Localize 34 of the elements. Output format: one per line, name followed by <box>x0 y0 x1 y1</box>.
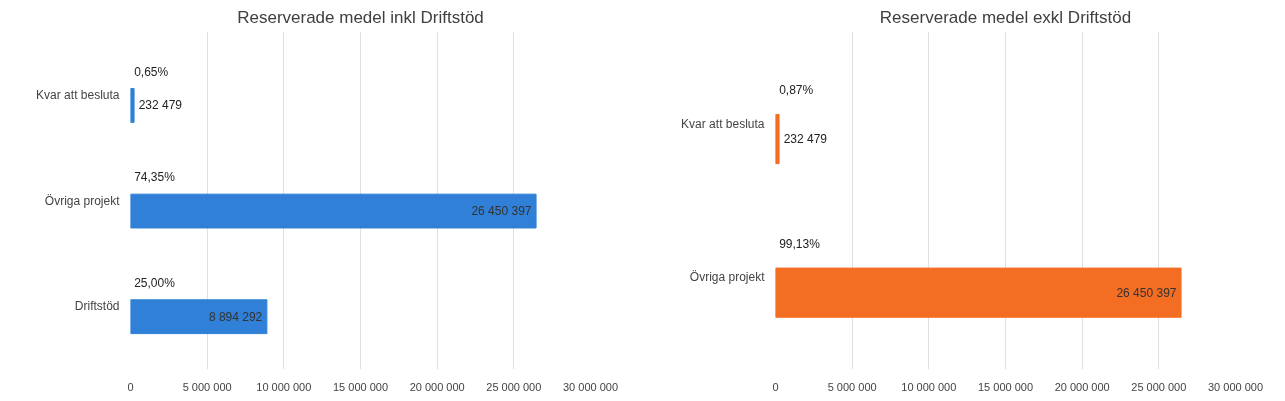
y-tick-label: Driftstöd <box>74 299 120 314</box>
data-label: 232 479 <box>783 132 828 147</box>
x-tick-label: 15 000 000 <box>332 380 389 393</box>
y-tick-label: Kvar att besluta <box>681 116 765 131</box>
data-label: 8 894 292 <box>208 309 263 324</box>
x-tick-label: 0 <box>127 380 134 393</box>
bar <box>130 193 537 229</box>
x-tick-label: 0 <box>772 380 779 393</box>
chart-title: Reserverade medel inkl Driftstöd <box>237 7 484 27</box>
x-tick-label: 15 000 000 <box>977 380 1034 393</box>
annotation: 99,13% <box>779 236 821 251</box>
x-tick-label: 10 000 000 <box>256 380 312 393</box>
y-tick-label: Övriga projekt <box>44 193 121 208</box>
chart-title: Reserverade medel exkl Driftstöd <box>879 7 1132 27</box>
bar <box>130 88 135 123</box>
x-tick-label: 10 000 000 <box>901 380 957 393</box>
annotation: 25,00% <box>134 275 176 290</box>
data-label: 26 450 397 <box>1116 285 1177 300</box>
y-tick-label: Kvar att besluta <box>36 87 120 102</box>
annotation: 74,35% <box>134 170 176 185</box>
x-tick-label: 30 000 000 <box>562 380 619 393</box>
data-label: 26 450 397 <box>471 204 532 219</box>
annotation: 0,65% <box>134 64 169 79</box>
annotation: 0,87% <box>779 82 814 97</box>
y-tick-label: Övriga projekt <box>689 270 766 285</box>
x-tick-label: 5 000 000 <box>182 380 232 393</box>
x-tick-label: 30 000 000 <box>1207 380 1264 393</box>
data-label: 232 479 <box>138 98 183 113</box>
x-tick-label: 5 000 000 <box>827 380 877 393</box>
x-tick-label: 25 000 000 <box>486 380 542 393</box>
x-tick-label: 20 000 000 <box>1054 380 1110 393</box>
x-tick-label: 20 000 000 <box>409 380 465 393</box>
x-tick-label: 25 000 000 <box>1131 380 1187 393</box>
bar <box>130 299 268 335</box>
